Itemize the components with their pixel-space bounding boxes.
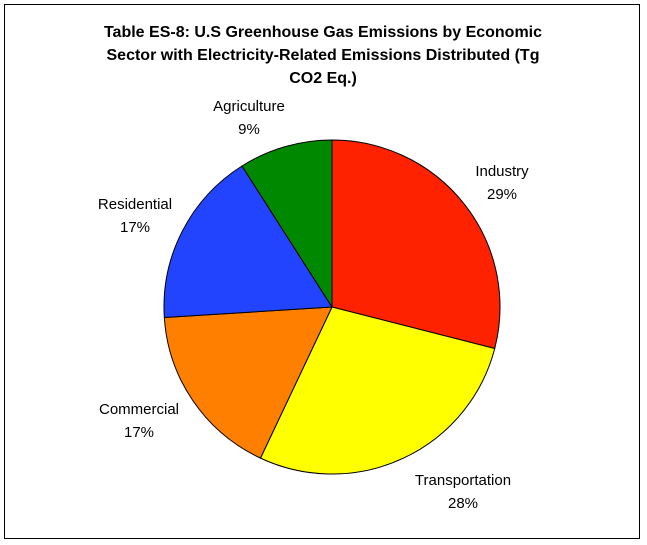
pie-slice-commercial xyxy=(163,306,333,459)
slice-percent-agriculture: 9% xyxy=(238,121,260,138)
pie-labels: Industry 29% Transportation 28% Commercial 17… xyxy=(98,98,529,512)
slice-label-residential: Residential xyxy=(98,196,172,213)
pie-slice-residential xyxy=(163,165,333,318)
slice-percent-commercial: 17% xyxy=(124,424,154,441)
slice-label-commercial: Commercial xyxy=(99,401,179,418)
slice-percent-residential: 17% xyxy=(120,219,150,236)
slice-label-transportation: Transportation xyxy=(415,472,511,489)
pie-slices xyxy=(163,139,501,475)
chart-title-line-3: CO2 Eq.) xyxy=(289,70,357,87)
pie-slice-agriculture xyxy=(241,139,333,308)
chart-title: Table ES-8: U.S Greenhouse Gas Emissions… xyxy=(104,24,542,87)
slice-label-industry: Industry xyxy=(475,163,529,180)
pie-slice-transportation xyxy=(259,306,496,475)
slice-percent-transportation: 28% xyxy=(448,495,478,512)
slice-label-agriculture: Agriculture xyxy=(213,98,285,115)
pie-slice-industry xyxy=(331,139,501,350)
slice-percent-industry: 29% xyxy=(487,186,517,203)
chart-title-line-1: Table ES-8: U.S Greenhouse Gas Emissions… xyxy=(104,24,542,41)
chart-title-line-2: Sector with Electricity-Related Emission… xyxy=(107,47,540,64)
